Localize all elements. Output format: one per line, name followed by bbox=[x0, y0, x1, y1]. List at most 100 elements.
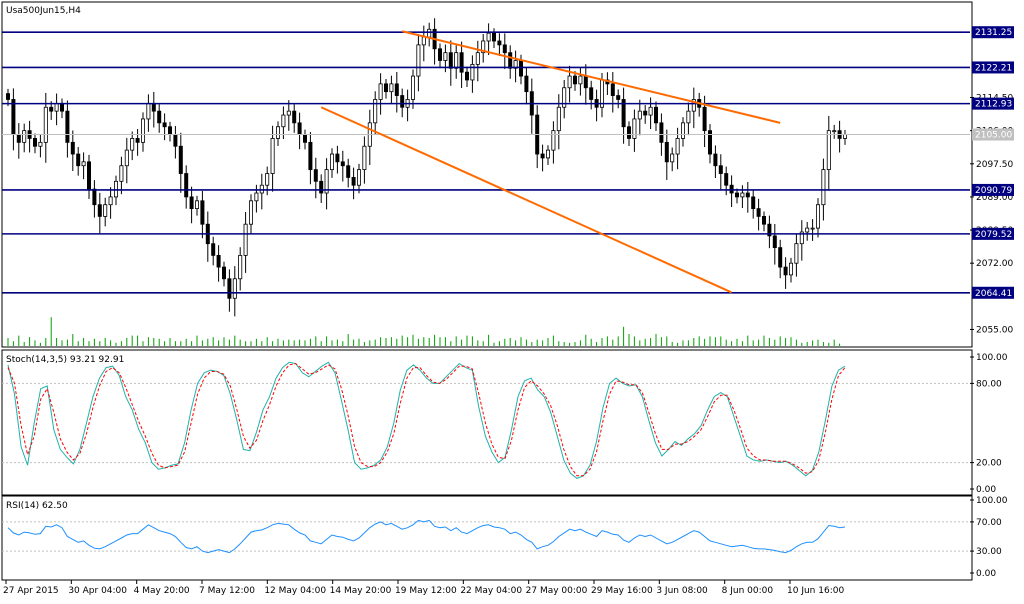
candle-down bbox=[524, 75, 529, 93]
candle-down bbox=[589, 87, 594, 100]
osc-tick-label: 30.00 bbox=[976, 547, 1002, 557]
candle-up bbox=[140, 118, 145, 143]
candle-down bbox=[92, 188, 97, 206]
candle-up bbox=[454, 52, 459, 69]
candle-up bbox=[373, 99, 378, 124]
price-tick-label: 2055.00 bbox=[976, 325, 1013, 335]
price-panel[interactable] bbox=[1, 1, 973, 348]
candle-down bbox=[394, 83, 399, 96]
osc-tick-label: 80.00 bbox=[976, 379, 1002, 389]
candle-up bbox=[275, 126, 280, 139]
candle-up bbox=[740, 192, 745, 198]
time-tick-label: 14 May 20:00 bbox=[330, 586, 392, 596]
candle-up bbox=[816, 204, 821, 229]
candle-down bbox=[621, 99, 626, 128]
candle-up bbox=[427, 28, 432, 38]
candle-down bbox=[6, 93, 11, 100]
rsi-title: RSI(14) 62.50 bbox=[6, 501, 68, 511]
candle-down bbox=[400, 95, 405, 108]
candle-up bbox=[324, 169, 329, 194]
candle-up bbox=[238, 254, 243, 280]
candle-up bbox=[265, 173, 270, 186]
candle-up bbox=[114, 180, 119, 198]
candle-down bbox=[33, 138, 38, 147]
candle-down bbox=[216, 254, 221, 268]
level-tag-label: 2079.52 bbox=[975, 230, 1012, 240]
candle-down bbox=[49, 106, 54, 112]
level-tag-label: 2131.25 bbox=[975, 28, 1012, 38]
candle-down bbox=[702, 106, 707, 132]
candle-up bbox=[329, 153, 334, 171]
time-tick-label: 4 May 20:00 bbox=[134, 586, 190, 596]
candle-down bbox=[756, 208, 761, 217]
level-tag bbox=[972, 26, 1014, 39]
candle-down bbox=[724, 173, 729, 186]
level-tag-label: 2112.93 bbox=[975, 100, 1012, 110]
candle-down bbox=[729, 184, 734, 194]
rsi-line bbox=[2, 519, 970, 554]
candle-up bbox=[556, 106, 561, 132]
time-axis: 27 Apr 2015 30 Apr 04:00 4 May 20:00 7 May … bbox=[3, 580, 844, 596]
candle-down bbox=[767, 223, 772, 237]
horizontal-levels[interactable] bbox=[2, 31, 970, 294]
candle-down bbox=[708, 130, 713, 155]
candle-down bbox=[616, 95, 621, 100]
candle-up bbox=[281, 114, 286, 128]
rsi-panel[interactable] bbox=[1, 495, 973, 581]
candle-down bbox=[464, 71, 469, 81]
stoch-panel[interactable] bbox=[1, 349, 973, 496]
candle-up bbox=[119, 165, 124, 182]
candle-down bbox=[508, 52, 513, 69]
candle-up bbox=[562, 87, 567, 108]
time-tick-label: 8 Jun 00:00 bbox=[722, 586, 774, 596]
level-tag-label: 2090.79 bbox=[975, 186, 1012, 196]
price-tick-label: 2072.00 bbox=[976, 259, 1013, 269]
rsi-axis: 100.00 70.00 30.00 0.00 bbox=[970, 496, 1008, 579]
candle-down bbox=[292, 110, 297, 124]
price-tick-label: 2089.00 bbox=[976, 193, 1013, 203]
candle-down bbox=[459, 52, 464, 73]
candle-down bbox=[627, 126, 632, 139]
candle-up bbox=[475, 52, 480, 65]
time-tick-label: 27 May 00:00 bbox=[526, 586, 588, 596]
candle-up bbox=[805, 227, 810, 233]
candle-down bbox=[135, 138, 140, 143]
candle-up bbox=[259, 184, 264, 194]
candle-down bbox=[610, 83, 615, 96]
candle-up bbox=[103, 204, 108, 217]
candle-down bbox=[173, 134, 178, 147]
current-price-tag bbox=[972, 128, 1014, 141]
time-tick-label: 29 May 16:00 bbox=[591, 586, 653, 596]
candle-down bbox=[60, 102, 65, 112]
candle-down bbox=[437, 48, 442, 61]
candle-down bbox=[297, 122, 302, 135]
candle-up bbox=[108, 196, 113, 206]
osc-series-RSI bbox=[7, 519, 846, 554]
candle-down bbox=[583, 75, 588, 89]
trendlines[interactable] bbox=[320, 30, 781, 294]
price-tick-label: 2097.50 bbox=[976, 160, 1013, 170]
candle-down bbox=[319, 180, 324, 194]
candle-down bbox=[659, 122, 664, 143]
candle-up bbox=[43, 106, 48, 143]
candle-down bbox=[654, 106, 659, 124]
level-tag bbox=[972, 97, 1014, 110]
candle-down bbox=[200, 200, 205, 225]
osc-tick-label: 0.00 bbox=[976, 485, 996, 495]
stoch-title: Stoch(14,3,5) 93.21 92.91 bbox=[6, 355, 124, 365]
candle-up bbox=[826, 130, 831, 171]
candle-down bbox=[573, 75, 578, 85]
price-axis: 2114.502106.002097.502089.002080.502072.… bbox=[970, 26, 1014, 335]
trendline bbox=[320, 106, 733, 294]
candle-down bbox=[718, 165, 723, 174]
candle-up bbox=[270, 138, 275, 174]
trendline bbox=[401, 30, 781, 124]
candle-down bbox=[383, 83, 388, 93]
candle-up bbox=[648, 106, 653, 116]
osc-series-main bbox=[7, 361, 846, 479]
candle-down bbox=[227, 278, 232, 299]
candle-up bbox=[681, 122, 686, 139]
candle-up bbox=[546, 149, 551, 159]
